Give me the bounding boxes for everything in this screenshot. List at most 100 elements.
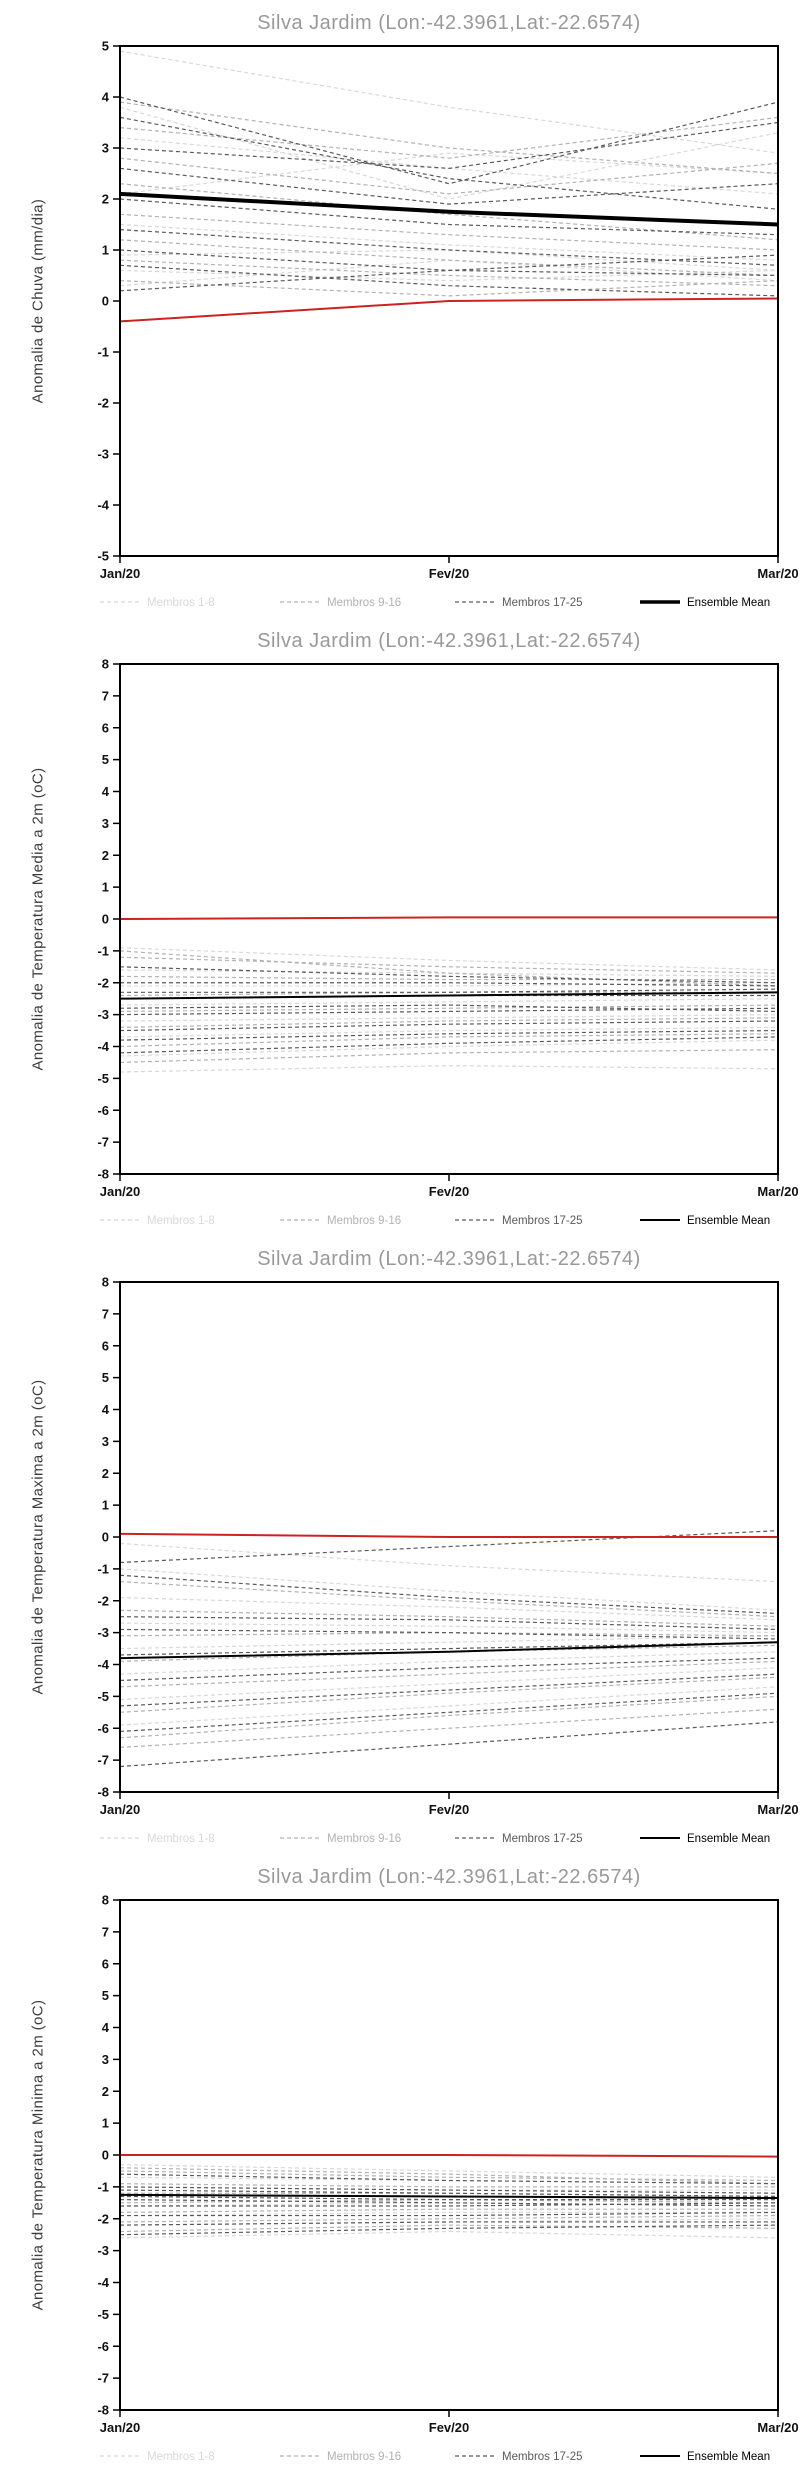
y-tick-label: 3 [102,2052,109,2067]
y-tick-label: -5 [97,2307,109,2322]
y-tick-label: -7 [97,1753,109,1768]
member-line-g2-m5 [120,1017,778,1028]
y-tick-label: 5 [102,1370,109,1385]
y-tick-label: 4 [102,2020,110,2035]
legend-label: Ensemble Mean [687,597,770,609]
member-line-g3-m3 [120,121,778,170]
member-line-g3-m6 [120,1673,778,1707]
series-lines [120,2154,778,2239]
member-line-g3-m8 [120,988,778,993]
y-tick-label: 0 [102,2148,109,2163]
member-line-g3-m2 [120,116,778,210]
member-line-g1-m8 [120,50,778,154]
y-tick-label: -3 [97,1007,109,1022]
x-tick-label: Mar/20 [757,1184,798,1199]
x-tick-label: Mar/20 [757,1802,798,1817]
y-tick-label: 8 [102,1275,109,1290]
y-tick-label: 2 [102,1466,109,1481]
member-line-g3-m9 [120,1530,778,1564]
legend-label: Membros 17-25 [502,2451,583,2463]
member-line-g1-m3 [120,152,778,195]
y-tick-label: 1 [102,243,109,258]
member-line-g3-m4 [120,1007,778,1016]
member-line-g1-m2 [120,1596,778,1621]
member-line-g3-m9 [120,1004,778,1013]
member-line-g3-m9 [120,254,778,292]
series-lines [120,916,778,1073]
member-line-g1-m1 [120,106,778,200]
member-line-g3-m6 [120,1029,778,1041]
y-axis-label: Anomalia de Temperatura Media a 2m (oC) [29,767,47,1071]
member-line-g2-m1 [120,101,778,175]
member-line-g1-m4 [120,1635,778,1650]
member-line-g1-m1 [120,1568,778,1611]
member-line-g2-m5 [120,213,778,251]
y-tick-label: -5 [97,549,109,564]
member-line-g2-m8 [120,2167,778,2185]
y-axis-label: Anomalia de Temperatura Maxima a 2m (oC) [29,1379,47,1695]
member-line-g3-m7 [120,2224,778,2236]
member-line-g1-m6 [120,1667,778,1701]
member-line-g3-m8 [120,1721,778,1768]
plot-border [119,1899,779,2411]
member-line-g1-m7 [120,1686,778,1726]
ensemble-mean-line [120,991,778,1000]
x-tick-label: Mar/20 [757,2420,798,2435]
legend-label: Ensemble Mean [687,2451,770,2463]
y-tick-label: 2 [102,2084,109,2099]
y-tick-label: 0 [102,1530,109,1545]
member-line-g1-m8 [120,1065,778,1073]
member-line-g3-m4 [120,2202,778,2207]
y-tick-label: 1 [102,1498,109,1513]
member-line-g2-m3 [120,157,778,195]
y-axis-label: Anomalia de Temperatura Minima a 2m (oC) [29,1999,47,2311]
x-tick-label: Fev/20 [429,1802,469,1817]
y-tick-label: -5 [97,1071,109,1086]
y-tick-label: -8 [97,1785,109,1800]
y-tick-label: 4 [102,90,110,105]
reference-zero-line [120,297,778,323]
member-line-g3-m4 [120,167,778,205]
member-line-g3-m1 [120,966,778,984]
y-tick-label: 8 [102,1893,109,1908]
member-line-g1-m6 [120,1026,778,1038]
member-line-g2-m8 [120,1708,778,1748]
y-tick-label: 1 [102,880,109,895]
member-line-g2-m7 [120,1049,778,1064]
member-line-g2-m1 [120,2170,778,2182]
member-line-g1-m3 [120,982,778,987]
y-axis-label: Anomalia de Chuva (mm/dia) [29,198,47,404]
plot-border [119,1281,779,1793]
plot-area-temp-media: -8 -7 -6 -5 -4 -3 -2 -1 0 1 2 3 4 5 6 7 8 Jan/20 Fev/20 Mar… [97,657,798,1228]
legend-label: Membros 17-25 [502,1215,583,1227]
legend-label: Membros 1-8 [147,1833,215,1845]
ensemble-mean-line [120,191,778,227]
y-tick-label: -2 [97,1593,109,1608]
chart-title: Silva Jardim (Lon:-42.3961,Lat:-22.6574) [257,1866,641,1888]
member-line-g3-m1 [120,96,778,185]
y-tick-label: 6 [102,1956,109,1971]
y-tick-label: 7 [102,1924,109,1939]
member-line-g2-m8 [120,950,778,987]
member-line-g2-m4 [120,1004,778,1013]
y-tick-label: 2 [102,848,109,863]
x-tick-label: Fev/20 [429,1184,469,1199]
legend-label: Membros 1-8 [147,2451,215,2463]
member-line-g2-m2 [120,975,778,981]
series-lines [120,50,778,323]
y-tick-label: 1 [102,2116,109,2131]
legend-label: Ensemble Mean [687,1215,770,1227]
member-line-g2-m2 [120,1609,778,1627]
member-line-g2-m2 [120,2183,778,2188]
x-tick-label: Jan/20 [100,1802,140,1817]
member-line-g2-m1 [120,1581,778,1618]
y-tick-label: -2 [97,975,109,990]
member-line-g1-m8 [120,1542,778,1583]
chart-panel-temp-media: -8 -7 -6 -5 -4 -3 -2 -1 0 1 2 3 4 5 6 7 8 Jan/20 Fev/20 Mar… [0,618,800,1236]
member-line-g2-m6 [120,2214,778,2223]
y-tick-label: 4 [102,1402,110,1417]
y-tick-label: -2 [97,2211,109,2226]
member-line-g3-m4 [120,1641,778,1656]
legend-label: Membros 1-8 [147,1215,215,1227]
member-line-g2-m8 [120,280,778,297]
